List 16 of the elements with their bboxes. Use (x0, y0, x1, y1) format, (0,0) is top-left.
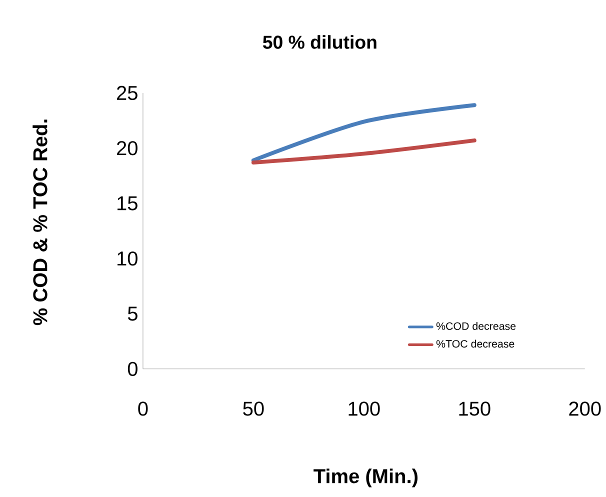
x-tick-label: 200 (569, 402, 601, 416)
y-tick-label: 0 (128, 362, 138, 376)
y-tick-label: 25 (117, 86, 138, 100)
x-tick-label: 150 (459, 402, 490, 416)
chart-title: 50 % dilution (262, 35, 376, 49)
x-tick-label: 100 (348, 402, 380, 416)
y-tick-label: 15 (118, 196, 138, 210)
legend-label: %TOC decrease (436, 340, 514, 348)
x-axis-title: Time (Min.) (314, 468, 418, 488)
legend-label: %COD decrease (436, 322, 516, 330)
y-tick-label: 20 (117, 141, 138, 156)
y-tick-label: 5 (128, 306, 138, 321)
x-tick-label: 50 (243, 402, 264, 416)
y-tick-label: 10 (118, 252, 138, 266)
x-tick-label: 0 (138, 402, 148, 416)
y-axis-title: % COD & % TOC Red. (32, 120, 48, 326)
